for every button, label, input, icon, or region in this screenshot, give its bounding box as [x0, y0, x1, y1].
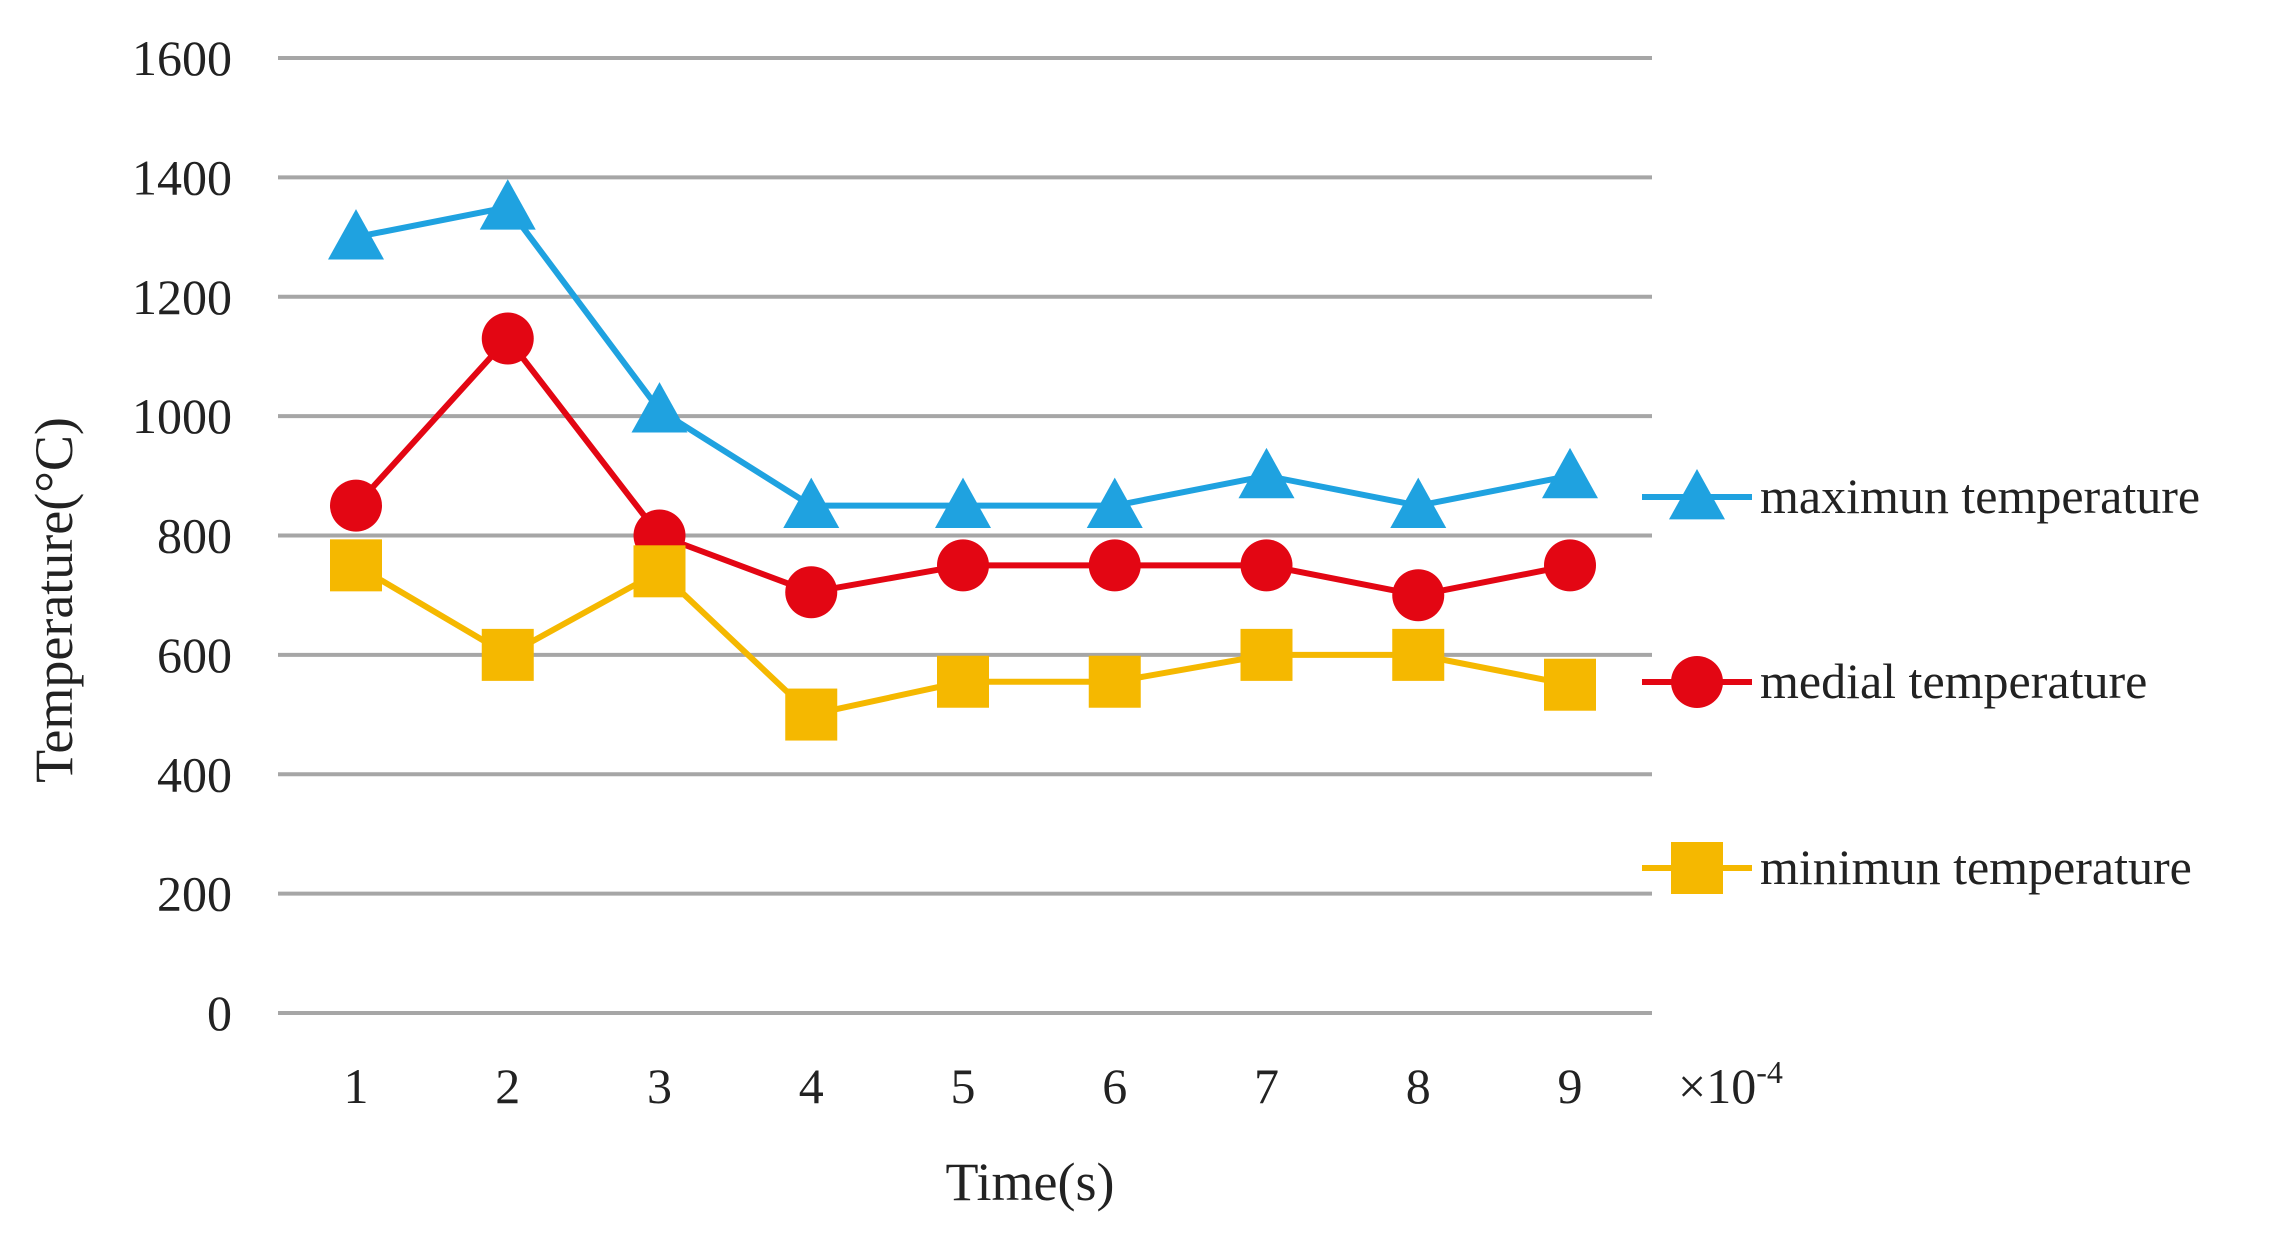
data-point-square — [1392, 628, 1445, 681]
data-point-triangle — [1542, 447, 1598, 499]
x-tick-label: 1 — [344, 1058, 369, 1114]
x-tick-label: 6 — [1102, 1058, 1127, 1114]
data-point-circle — [785, 566, 838, 619]
y-tick-label: 800 — [157, 508, 232, 564]
data-point-circle — [1392, 569, 1445, 622]
data-point-circle — [1544, 539, 1596, 592]
x-tick-label: 7 — [1254, 1058, 1279, 1114]
legend-item: minimun temperature — [1642, 839, 2192, 895]
data-point-square — [481, 628, 534, 681]
data-point-circle — [1240, 539, 1293, 592]
data-point-circle — [481, 312, 534, 365]
data-point-triangle — [328, 209, 384, 260]
x-tick-label: 4 — [799, 1058, 824, 1114]
x-tick-label: 2 — [495, 1058, 520, 1114]
legend-item: maximun temperature — [1642, 468, 2200, 524]
legend: maximun temperature medial temperature min… — [1642, 468, 2200, 895]
legend-marker-square — [1671, 842, 1723, 894]
data-point-square — [937, 655, 989, 708]
data-point-triangle — [1086, 477, 1143, 529]
y-tick-label: 600 — [157, 627, 232, 683]
y-tick-label: 400 — [157, 746, 232, 802]
y-tick-label: 200 — [157, 866, 232, 922]
series-square — [330, 539, 1596, 741]
y-tick-label: 1600 — [132, 30, 232, 86]
legend-label: minimun temperature — [1760, 839, 2192, 895]
y-tick-label: 0 — [207, 985, 232, 1041]
data-point-triangle — [783, 477, 840, 529]
series-circle — [330, 312, 1596, 622]
data-point-triangle — [935, 477, 991, 529]
legend-marker-circle — [1671, 656, 1723, 708]
data-point-triangle — [1238, 447, 1295, 499]
data-point-square — [1240, 628, 1293, 681]
y-tick-label: 1000 — [132, 388, 232, 444]
x-scale-multiplier: ×10 — [1678, 1058, 1756, 1114]
series-group — [328, 179, 1598, 741]
x-axis-title: Time(s) — [945, 1152, 1114, 1212]
legend-item: medial temperature — [1642, 653, 2147, 709]
legend-marker-triangle — [1669, 469, 1725, 520]
y-tick-label: 1200 — [132, 269, 232, 325]
x-axis-ticks: 1 2 3 4 5 6 7 8 9 — [344, 1058, 1583, 1114]
data-point-square — [633, 545, 686, 598]
data-point-square — [1544, 658, 1596, 711]
data-point-triangle — [479, 179, 536, 230]
x-scale-exponent: -4 — [1756, 1054, 1783, 1090]
gridlines — [278, 56, 1652, 1015]
x-tick-label: 3 — [647, 1058, 672, 1114]
series-triangle — [328, 179, 1598, 529]
data-point-square — [330, 539, 382, 592]
y-axis-ticks: 0 200 400 600 800 1000 1200 1400 1600 — [132, 30, 232, 1041]
data-point-circle — [330, 479, 382, 532]
x-axis-scale-note: ×10-4 — [1678, 1054, 1783, 1114]
legend-label: maximun temperature — [1760, 468, 2200, 524]
series-line — [355, 204, 1571, 509]
data-point-circle — [1088, 539, 1141, 592]
legend-label: medial temperature — [1760, 653, 2147, 709]
data-point-square — [785, 688, 838, 741]
data-point-triangle — [631, 382, 688, 433]
x-tick-label: 8 — [1406, 1058, 1431, 1114]
x-tick-label: 5 — [951, 1058, 976, 1114]
y-tick-label: 1400 — [132, 149, 232, 205]
data-point-square — [1088, 655, 1141, 708]
x-tick-label: 9 — [1558, 1058, 1583, 1114]
y-axis-title: Temperature(°C) — [24, 417, 84, 783]
data-point-circle — [937, 539, 989, 592]
data-point-triangle — [1390, 477, 1447, 529]
